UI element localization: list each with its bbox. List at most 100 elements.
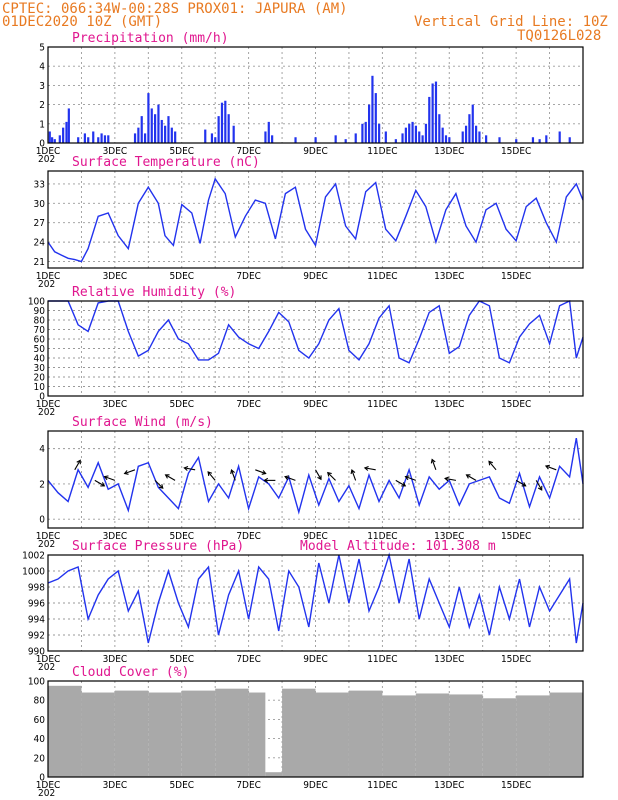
precip-bar	[421, 135, 424, 143]
wind-arrowhead	[284, 475, 290, 481]
header-date: 01DEC2020 10Z (GMT)	[2, 14, 162, 30]
precip-bar	[133, 133, 137, 143]
precip-bar	[531, 137, 535, 143]
x-tick-label: 1DEC	[36, 654, 61, 665]
x-tick-label: 7DEC	[236, 399, 261, 410]
x-tick-label: 5DEC	[169, 146, 194, 157]
wind-arrowhead	[100, 482, 106, 487]
precip-bar	[414, 125, 418, 143]
header-vertical-grid: Vertical Grid Line: 10Z	[414, 14, 608, 30]
plot-frame	[47, 46, 584, 144]
cloud-cover-bar	[348, 690, 383, 777]
wind-arrowhead	[350, 469, 356, 475]
wind-arrow	[230, 469, 236, 481]
y-tick-label: 33	[34, 179, 45, 190]
precip-bar	[164, 125, 167, 143]
wind-arrow	[431, 459, 437, 470]
cloud-cover-bar	[449, 694, 483, 777]
wind-arrow	[445, 477, 457, 481]
x-tick-label: 3DEC	[103, 654, 128, 665]
wind-arrowhead	[261, 470, 267, 475]
wind-arrow	[94, 479, 105, 487]
wind-arrow	[207, 471, 216, 481]
x-tick-label: 15DEC	[501, 271, 531, 282]
precip-bar	[53, 139, 56, 143]
x-tick-label: 15DEC	[501, 146, 531, 157]
panel-title: Cloud Cover (%)	[72, 665, 189, 680]
cloud-cover-bar	[516, 695, 550, 777]
x-tick-label: 7DEC	[236, 654, 261, 665]
y-tick-label: 5	[39, 43, 45, 54]
cloud-cover-bar	[48, 685, 82, 777]
precip-bar	[438, 114, 441, 143]
cloud-cover-bar	[282, 688, 316, 777]
y-tick-label: 996	[28, 599, 45, 610]
precip-bar	[48, 131, 51, 143]
precip-bar	[394, 139, 397, 143]
precip-bar	[424, 123, 428, 143]
panel-annotation: Model Altitude: 101.308 m	[300, 539, 496, 554]
precip-bar	[314, 137, 317, 143]
series-line	[47, 177, 584, 263]
wind-arrow	[124, 469, 136, 475]
y-tick-label: 30	[34, 199, 46, 210]
precip-bar	[87, 137, 90, 143]
y-tick-label: 2	[39, 479, 45, 490]
precip-bar	[210, 133, 214, 143]
wind-arrow	[466, 474, 477, 481]
x-year-label: 202	[38, 279, 55, 290]
precip-bar	[334, 135, 337, 143]
x-tick-label: 13DEC	[434, 780, 464, 791]
x-tick-label: 7DEC	[236, 531, 261, 542]
precip-bar	[401, 133, 404, 143]
wind-arrow	[515, 479, 526, 487]
y-tick-label: 994	[28, 615, 45, 626]
y-tick-label: 40	[34, 354, 46, 365]
wind-arrow	[327, 472, 336, 481]
wind-arrow	[535, 480, 543, 491]
precip-bar	[471, 104, 474, 143]
cloud-cover-bar	[81, 692, 115, 777]
x-year-label: 202	[38, 539, 55, 550]
wind-arrow	[284, 476, 296, 481]
cloud-cover-bar	[114, 690, 149, 777]
precip-bar	[143, 133, 147, 143]
wind-arrow	[405, 476, 417, 481]
wind-arrowhead	[230, 469, 235, 475]
wind-arrowhead	[444, 476, 450, 482]
precip-bar	[374, 93, 377, 143]
precip-bar	[344, 139, 347, 143]
precip-bar	[83, 133, 86, 143]
x-tick-label: 11DEC	[367, 271, 397, 282]
precip-bar	[65, 121, 68, 143]
x-tick-label: 7DEC	[236, 146, 261, 157]
y-tick-label: 990	[28, 647, 45, 658]
panel-title: Surface Pressure (hPa)	[72, 539, 244, 554]
precip-bar	[62, 127, 65, 143]
x-tick-label: 9DEC	[303, 146, 328, 157]
precip-bar	[204, 129, 207, 143]
precip-bar	[67, 108, 70, 143]
precip-bar	[475, 125, 478, 143]
panel-title: Relative Humidity (%)	[72, 285, 236, 300]
cloud-cover-bar	[549, 692, 583, 777]
precip-bar	[478, 131, 481, 143]
x-tick-label: 5DEC	[169, 399, 194, 410]
x-tick-label: 13DEC	[434, 399, 464, 410]
precip-bar	[411, 121, 414, 143]
wind-arrowhead	[76, 459, 81, 465]
y-tick-label: 0	[39, 392, 45, 403]
x-tick-label: 7DEC	[236, 780, 261, 791]
x-year-label: 202	[38, 407, 55, 418]
precip-bar	[545, 135, 548, 143]
series-line	[47, 437, 584, 515]
x-tick-label: 11DEC	[367, 654, 397, 665]
y-tick-label: 4	[39, 62, 45, 73]
precip-bar	[431, 83, 434, 143]
y-tick-label: 70	[34, 325, 46, 336]
precip-bar	[232, 125, 235, 143]
precip-bar	[140, 116, 143, 143]
precip-bar	[468, 114, 471, 143]
precip-bar	[294, 137, 297, 143]
x-tick-label: 11DEC	[367, 780, 397, 791]
